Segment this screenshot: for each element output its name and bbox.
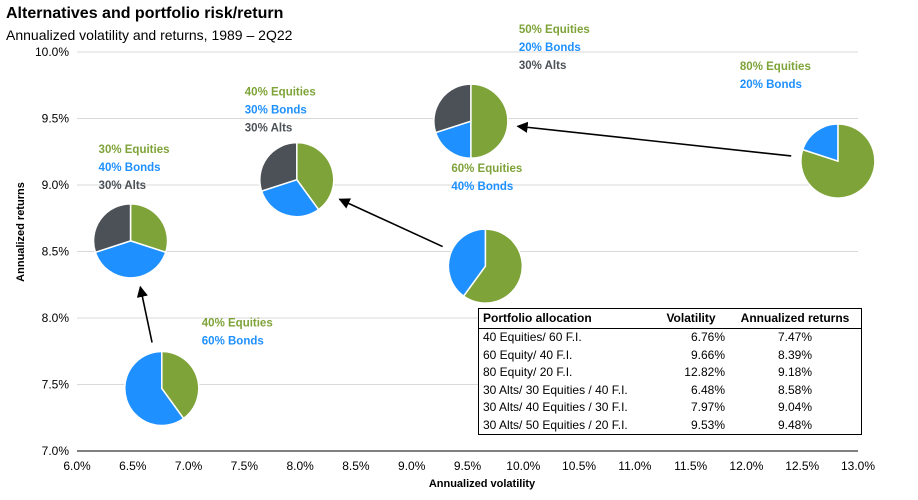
pie-label-alts: 30% Alts (245, 123, 293, 135)
pie-label-bonds: 60% Bonds (202, 335, 264, 347)
pie-3 (92, 203, 169, 279)
y-tick-label: 9.5% (42, 112, 70, 126)
table-row: 80 Equity/ 20 F.I. 12.82% 9.18% (479, 364, 861, 382)
cell-returns: 9.48% (777, 417, 813, 432)
pie-label-equities: 50% Equities (519, 24, 590, 36)
pie-label-bonds: 30% Bonds (245, 105, 307, 117)
cell-returns: 9.18% (777, 365, 813, 379)
pie-slice-equities (129, 203, 169, 254)
pie-slice-bonds (124, 350, 185, 427)
table-row: 30 Alts/ 50 Equities / 20 F.I. 9.53% 9.4… (479, 417, 861, 435)
cell-returns: 9.04% (777, 400, 813, 414)
allocation-table: Portfolio allocation Volatility Annualiz… (478, 308, 862, 435)
pie-slice-alts (433, 83, 472, 134)
x-tick-label: 7.5% (231, 459, 259, 473)
pies (92, 83, 876, 427)
pie-label-bonds: 40% Bonds (451, 181, 513, 193)
x-tick-label: 8.5% (342, 459, 370, 473)
pie-label-bonds: 20% Bonds (740, 79, 802, 91)
pie-slice-equities (296, 141, 335, 211)
table-row: 40 Equities/ 60 F.I. 6.76% 7.47% (479, 329, 861, 347)
y-axis-label: Annualized returns (15, 182, 27, 282)
cell-volatility: 9.66% (690, 347, 725, 362)
chart-title: Alternatives and portfolio risk/return (6, 5, 284, 22)
x-tick-label: 9.5% (454, 459, 482, 473)
y-tick-label: 8.0% (42, 311, 70, 325)
pie-slice-alts (92, 203, 132, 254)
y-axis-ticks: 7.0% 7.5% 8.0% 8.5% 9.0% 9.5% 10.0% (35, 45, 69, 458)
pie-2 (800, 123, 876, 199)
pie-1 (447, 228, 524, 304)
pie-slice-bonds (260, 178, 320, 218)
x-tick-label: 10.0% (506, 459, 540, 473)
x-axis-ticks: 6.0% 6.5% 7.0% 7.5% 8.0% 8.5% 9.0% 9.5% 10.0% 10.… (63, 459, 875, 473)
cell-allocation: 30 Alts/ 40 Equities / 30 F.I. (483, 400, 628, 414)
pie-label-alts: 30% Alts (99, 180, 147, 192)
pie-slice-bonds (94, 240, 167, 279)
x-tick-label: 6.5% (119, 459, 147, 473)
pie-label-equities: 80% Equities (740, 61, 811, 73)
x-tick-label: 11.0% (618, 459, 651, 473)
cell-volatility: 6.76% (690, 330, 725, 344)
x-tick-label: 13.0% (841, 459, 875, 473)
y-tick-label: 7.0% (42, 444, 70, 458)
x-tick-label: 12.0% (729, 459, 763, 473)
x-tick-label: 10.5% (562, 459, 596, 473)
chart-subtitle: Annualized volatility and returns, 1989 … (6, 27, 293, 43)
cell-allocation: 40 Equities/ 60 F.I. (483, 330, 582, 344)
cell-volatility: 7.97% (690, 400, 725, 414)
pie-label-bonds: 20% Bonds (519, 42, 581, 54)
cell-returns: 7.47% (777, 330, 813, 344)
header-volatility: Volatility (666, 311, 716, 325)
pie-slice-equities (470, 83, 509, 159)
x-tick-label: 7.0% (175, 459, 203, 473)
arrows (136, 121, 792, 343)
cell-volatility: 6.48% (690, 382, 725, 397)
cell-returns: 8.58% (777, 382, 813, 397)
header-returns: Annualized returns (740, 311, 850, 325)
cell-volatility: 9.53% (690, 417, 725, 432)
pie-label-equities: 60% Equities (451, 163, 522, 175)
table-header-row: Portfolio allocation Volatility Annualiz… (479, 309, 861, 329)
pie-slice-alts (259, 141, 298, 193)
y-tick-label: 8.5% (42, 245, 70, 259)
y-tick-label: 7.5% (42, 378, 70, 392)
y-tick-label: 9.0% (42, 178, 70, 192)
cell-volatility: 12.82% (684, 365, 725, 379)
table-row: 30 Alts/ 30 Equities / 40 F.I. 6.48% 8.5… (479, 382, 861, 400)
cell-allocation: 60 Equity/ 40 F.I. (483, 347, 573, 362)
x-tick-label: 11.5% (674, 459, 707, 473)
arrow-0 (136, 285, 153, 343)
header-allocation: Portfolio allocation (483, 311, 592, 325)
pie-label-equities: 40% Equities (245, 87, 316, 99)
x-axis-label: Annualized volatility (429, 478, 536, 490)
cell-allocation: 30 Alts/ 30 Equities / 40 F.I. (483, 382, 628, 397)
pie-slice-bonds (801, 123, 839, 163)
pie-slice-equities (161, 350, 200, 420)
pie-label-bonds: 40% Bonds (99, 162, 161, 174)
pie-4 (259, 141, 335, 218)
table-row: 60 Equity/ 40 F.I. 9.66% 8.39% (479, 347, 861, 365)
pie-label-equities: 30% Equities (99, 144, 170, 156)
arrow-1 (338, 198, 443, 248)
pie-5 (433, 83, 509, 159)
cell-returns: 8.39% (777, 347, 813, 362)
x-tick-label: 8.0% (286, 459, 314, 473)
pie-slice-equities (462, 228, 524, 304)
pie-0 (124, 350, 200, 427)
pie-slice-bonds (447, 228, 487, 298)
pie-label-alts: 30% Alts (519, 60, 567, 72)
x-tick-label: 9.0% (398, 459, 426, 473)
x-tick-label: 12.5% (785, 459, 819, 473)
arrow-2 (516, 121, 792, 157)
pie-label-equities: 40% Equities (202, 317, 273, 329)
cell-allocation: 80 Equity/ 20 F.I. (483, 365, 573, 379)
cell-allocation: 30 Alts/ 50 Equities / 20 F.I. (483, 417, 628, 432)
x-tick-label: 6.0% (63, 459, 91, 473)
y-tick-label: 10.0% (35, 45, 69, 59)
table-row: 30 Alts/ 40 Equities / 30 F.I. 7.97% 9.0… (479, 399, 861, 417)
pie-labels: 40% Equities 60% Bonds 60% Equities 40% Bon… (99, 24, 811, 347)
